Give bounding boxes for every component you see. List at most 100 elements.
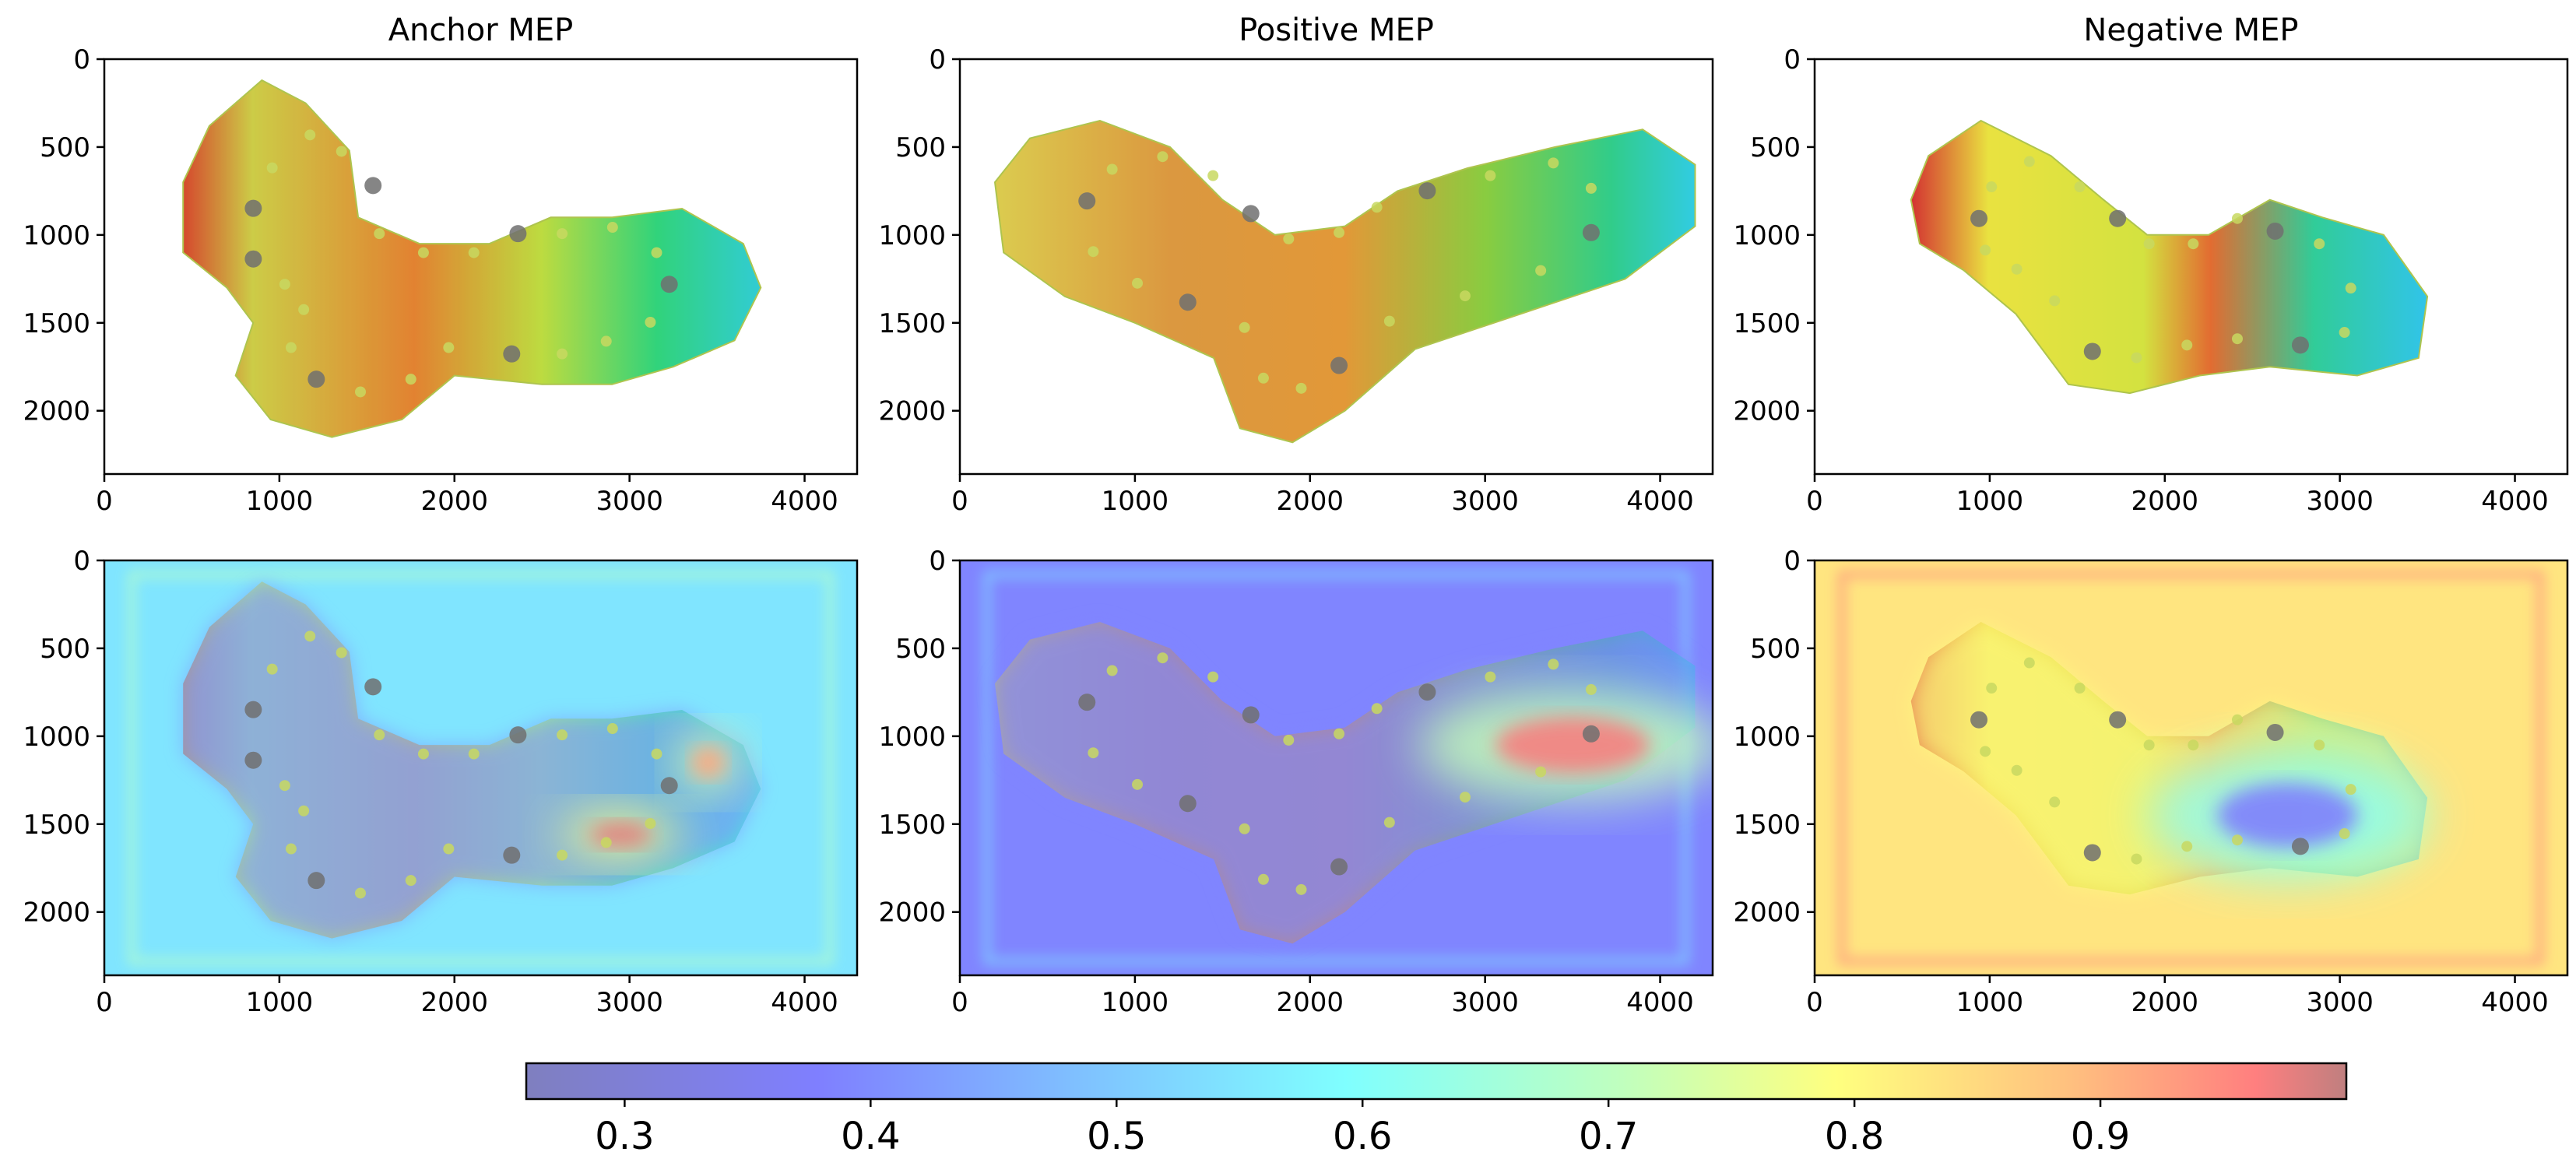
atom bbox=[1330, 356, 1348, 374]
y-tick-label: 2000 bbox=[878, 396, 946, 427]
atom bbox=[298, 805, 310, 817]
y-tick-label: 0 bbox=[929, 546, 946, 577]
atom bbox=[1242, 706, 1260, 724]
atom bbox=[2143, 238, 2155, 250]
y-tick-label: 1000 bbox=[23, 722, 90, 753]
atom bbox=[308, 371, 325, 388]
atom bbox=[354, 386, 366, 398]
atom bbox=[509, 225, 527, 243]
atom bbox=[503, 345, 521, 363]
atom bbox=[304, 129, 316, 141]
atom bbox=[1535, 265, 1547, 276]
atom bbox=[443, 843, 455, 855]
colorbar-tick-label: 0.6 bbox=[1333, 1115, 1392, 1158]
x-tick-label: 1000 bbox=[246, 987, 314, 1018]
atom bbox=[2083, 844, 2101, 862]
atom bbox=[1980, 746, 1991, 757]
atom bbox=[336, 647, 347, 659]
atom bbox=[2231, 212, 2243, 224]
atom bbox=[2023, 156, 2035, 167]
x-tick-label: 2000 bbox=[1277, 987, 1344, 1018]
atom bbox=[1459, 290, 1471, 302]
atom bbox=[1295, 883, 1307, 895]
y-tick-label: 500 bbox=[1750, 132, 1801, 163]
atom bbox=[1582, 725, 1600, 743]
atom bbox=[2049, 295, 2061, 307]
atom bbox=[1986, 683, 1998, 694]
y-tick-label: 0 bbox=[1784, 546, 1801, 577]
molecule-surface bbox=[1910, 119, 2429, 395]
atom bbox=[1207, 170, 1219, 181]
y-tick-label: 1000 bbox=[1733, 722, 1801, 753]
atom bbox=[1334, 728, 1345, 739]
atom bbox=[2339, 327, 2350, 339]
atom bbox=[468, 247, 480, 258]
atom bbox=[285, 342, 297, 353]
atom bbox=[244, 199, 262, 217]
atom bbox=[1383, 315, 1395, 327]
atom bbox=[2291, 336, 2309, 354]
molecule-atoms bbox=[1078, 652, 1600, 895]
atom bbox=[1334, 227, 1345, 238]
atom bbox=[2291, 838, 2309, 855]
atom bbox=[2231, 333, 2243, 345]
x-tick-label: 3000 bbox=[596, 987, 663, 1018]
atom bbox=[244, 701, 262, 718]
atom bbox=[2266, 222, 2284, 240]
atom bbox=[1157, 151, 1169, 163]
y-tick-label: 0 bbox=[73, 546, 90, 577]
atom bbox=[503, 846, 521, 864]
molecule-atoms bbox=[1970, 156, 2356, 363]
atom bbox=[557, 729, 568, 741]
heatmap-border-artifact bbox=[128, 571, 834, 965]
atom bbox=[308, 872, 325, 890]
y-tick-label: 500 bbox=[40, 634, 90, 665]
atom bbox=[279, 780, 290, 792]
atom bbox=[2109, 711, 2127, 729]
panel-positive-mep: 0 1000 2000 3000 4000 0 500 1000 1500 2000 Positiv… bbox=[878, 12, 1714, 517]
atom bbox=[1418, 182, 1436, 200]
x-tick-label: 2000 bbox=[1277, 486, 1344, 517]
x-tick-label: 4000 bbox=[771, 486, 838, 517]
atom bbox=[2109, 209, 2127, 227]
x-tick-label: 2000 bbox=[2131, 486, 2199, 517]
panel-negative-mep: 0 1000 2000 3000 4000 0 500 1000 1500 2000 Negativ… bbox=[1733, 12, 2569, 517]
panel-title: Negative MEP bbox=[2083, 12, 2298, 48]
y-tick-label: 2000 bbox=[1733, 897, 1801, 929]
y-tick-label: 1000 bbox=[878, 220, 946, 251]
atom bbox=[2049, 796, 2061, 808]
y-tick-label: 1500 bbox=[1733, 810, 1801, 841]
atom bbox=[660, 777, 678, 795]
atom bbox=[2266, 723, 2284, 741]
panel-title: Positive MEP bbox=[1239, 12, 1434, 48]
colorbar-tick-label: 0.7 bbox=[1579, 1115, 1638, 1158]
atom bbox=[2131, 853, 2142, 865]
colorbar-tick-label: 0.9 bbox=[2071, 1115, 2130, 1158]
y-tick-label: 0 bbox=[1784, 44, 1801, 76]
atom bbox=[285, 843, 297, 855]
colorbar-tick-label: 0.8 bbox=[1825, 1115, 1884, 1158]
y-tick-label: 1500 bbox=[23, 308, 90, 339]
atom bbox=[1330, 858, 1348, 876]
y-tick-label: 500 bbox=[895, 634, 946, 665]
atom bbox=[1283, 734, 1295, 746]
atom bbox=[1078, 192, 1096, 210]
x-tick-label: 4000 bbox=[771, 987, 838, 1018]
x-tick-label: 2000 bbox=[2131, 987, 2199, 1018]
x-tick-label: 1000 bbox=[1102, 987, 1169, 1018]
atom bbox=[1548, 659, 1559, 670]
atom bbox=[1371, 202, 1383, 213]
y-tick-label: 0 bbox=[73, 44, 90, 76]
x-tick-label: 0 bbox=[1806, 987, 1823, 1018]
panel-title: Anchor MEP bbox=[388, 12, 574, 48]
molecule-atoms bbox=[1078, 151, 1600, 394]
x-tick-label: 1000 bbox=[1956, 486, 2024, 517]
heatmap-hotspot-core bbox=[691, 746, 726, 778]
x-tick-label: 2000 bbox=[421, 987, 489, 1018]
atom bbox=[1179, 795, 1197, 813]
atom bbox=[1371, 703, 1383, 715]
atom bbox=[600, 335, 612, 347]
x-tick-label: 3000 bbox=[1451, 987, 1519, 1018]
atom bbox=[1207, 671, 1219, 683]
axes-frame bbox=[1813, 58, 2569, 476]
